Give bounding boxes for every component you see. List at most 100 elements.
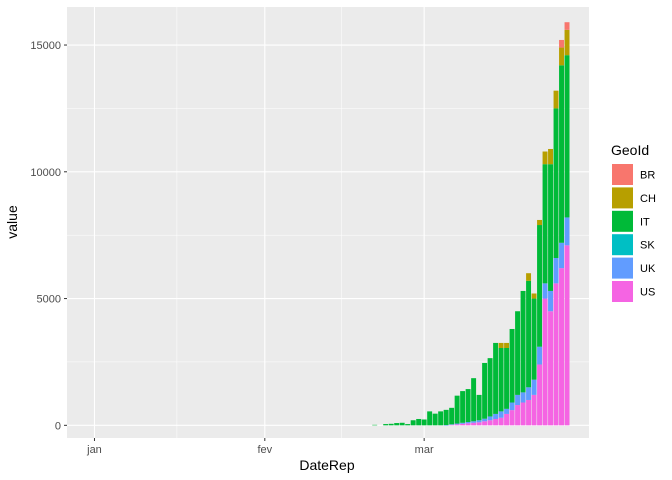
legend-label: BR	[640, 170, 655, 182]
bar-segment-us	[460, 423, 466, 426]
legend-key-ch	[612, 187, 633, 209]
bar-segment-uk	[487, 416, 493, 421]
bar-segment-it	[542, 164, 548, 284]
bar-segment-it	[520, 290, 526, 393]
x-axis-ticks: jan fev mar	[86, 438, 434, 456]
x-tick-label: jan	[86, 444, 102, 456]
bar-segment-us	[531, 394, 537, 426]
bar-segment-uk	[520, 392, 526, 403]
bar-segment-us	[542, 298, 548, 426]
bar-segment-it	[443, 409, 449, 426]
bar-segment-us	[559, 268, 564, 426]
bar-segment-uk	[465, 422, 471, 424]
bar-segment-it	[531, 298, 537, 380]
bar-segment-us	[537, 364, 543, 426]
bar-segment-us	[493, 418, 499, 426]
legend-key-it	[612, 210, 633, 232]
bar-segment-it	[559, 65, 564, 243]
bar-segment-ch	[498, 342, 504, 348]
legend-label: SK	[640, 240, 655, 252]
bar-segment-us	[487, 420, 493, 426]
bar-segment-it	[394, 423, 400, 426]
bar-segment-uk	[460, 422, 466, 424]
y-tick-label: 5000	[37, 294, 61, 306]
x-axis-title: DateRep	[299, 457, 354, 473]
bar-segment-uk	[493, 413, 499, 419]
bar-segment-us	[482, 421, 488, 426]
bar-segment-it	[504, 347, 510, 409]
bar-segment-us	[526, 399, 532, 426]
bar-segment-it	[449, 407, 455, 425]
legend: GeoId BR CH IT SK UK US	[611, 142, 656, 302]
bar-segment-us	[449, 424, 455, 426]
bar-segment-ch	[504, 342, 510, 348]
bar-segment-it	[421, 419, 427, 426]
x-tick-label: mar	[415, 444, 434, 456]
bar-segment-us	[471, 422, 477, 426]
bar-segment-uk	[542, 283, 548, 299]
bar-segment-uk	[548, 290, 554, 312]
bar-segment-it	[460, 391, 466, 423]
bar-segment-uk	[476, 420, 482, 423]
bar-segment-uk	[498, 411, 504, 418]
bar-segment-us	[548, 311, 554, 426]
bar-segment-it	[498, 347, 504, 412]
bar-segment-it	[432, 413, 438, 426]
bar-segment-uk	[564, 217, 570, 246]
bar-segment-it	[465, 389, 471, 423]
bar-segment-us	[515, 405, 521, 426]
bar-segment-it	[372, 424, 378, 426]
bar-segment-it	[553, 108, 559, 258]
bar-segment-it	[471, 378, 477, 422]
bar-segment-ch	[526, 273, 532, 281]
legend-key-us	[612, 281, 633, 302]
bar-segment-us	[454, 424, 460, 426]
bar-segment-it	[509, 328, 515, 403]
bar-segment-uk	[531, 379, 537, 395]
bar-segment-it	[482, 362, 488, 419]
bar-segment-ch	[553, 90, 559, 109]
bar-segment-uk	[537, 346, 543, 365]
bar-segment-us	[504, 413, 510, 426]
bar-segment-it	[410, 420, 416, 426]
bar-segment-uk	[526, 387, 532, 400]
legend-key-sk	[612, 234, 633, 256]
bar-segment-it	[427, 411, 433, 426]
bar-segment-us	[465, 423, 471, 426]
bar-segment-it	[564, 55, 570, 218]
legend-key-br	[612, 164, 633, 185]
bar-segment-uk	[509, 402, 515, 411]
bar-segment-uk	[454, 423, 460, 425]
bar-segment-ch	[559, 47, 564, 66]
bar-segment-it	[487, 358, 493, 417]
x-tick-label: fev	[257, 444, 272, 456]
bar-segment-uk	[504, 408, 510, 414]
grid-major	[67, 7, 589, 438]
legend-label: UK	[640, 263, 656, 275]
bar-segment-ch	[548, 148, 554, 165]
legend-label: US	[640, 287, 655, 299]
y-tick-label: 0	[55, 420, 61, 432]
bar-segment-it	[416, 418, 422, 426]
bar-segment-it	[515, 311, 521, 395]
bar-segment-ch	[531, 293, 537, 299]
bars	[372, 22, 570, 426]
bar-segment-it	[438, 411, 444, 426]
bar-segment-ch	[542, 151, 548, 165]
bar-segment-us	[509, 410, 515, 426]
y-axis-ticks: 0 5000 10000 15000	[30, 40, 67, 432]
bar-segment-it	[476, 394, 482, 421]
bar-segment-it	[526, 280, 532, 388]
bar-segment-us	[564, 245, 570, 426]
bar-segment-uk	[449, 424, 455, 425]
bar-segment-it	[548, 164, 554, 291]
y-tick-label: 10000	[30, 167, 61, 179]
bar-segment-it	[399, 422, 405, 426]
bar-segment-it	[537, 225, 543, 347]
bar-segment-uk	[515, 394, 521, 406]
bar-segment-it	[493, 342, 499, 414]
bar-segment-uk	[559, 242, 564, 269]
bar-segment-uk	[482, 418, 488, 422]
bar-segment-us	[476, 422, 482, 426]
